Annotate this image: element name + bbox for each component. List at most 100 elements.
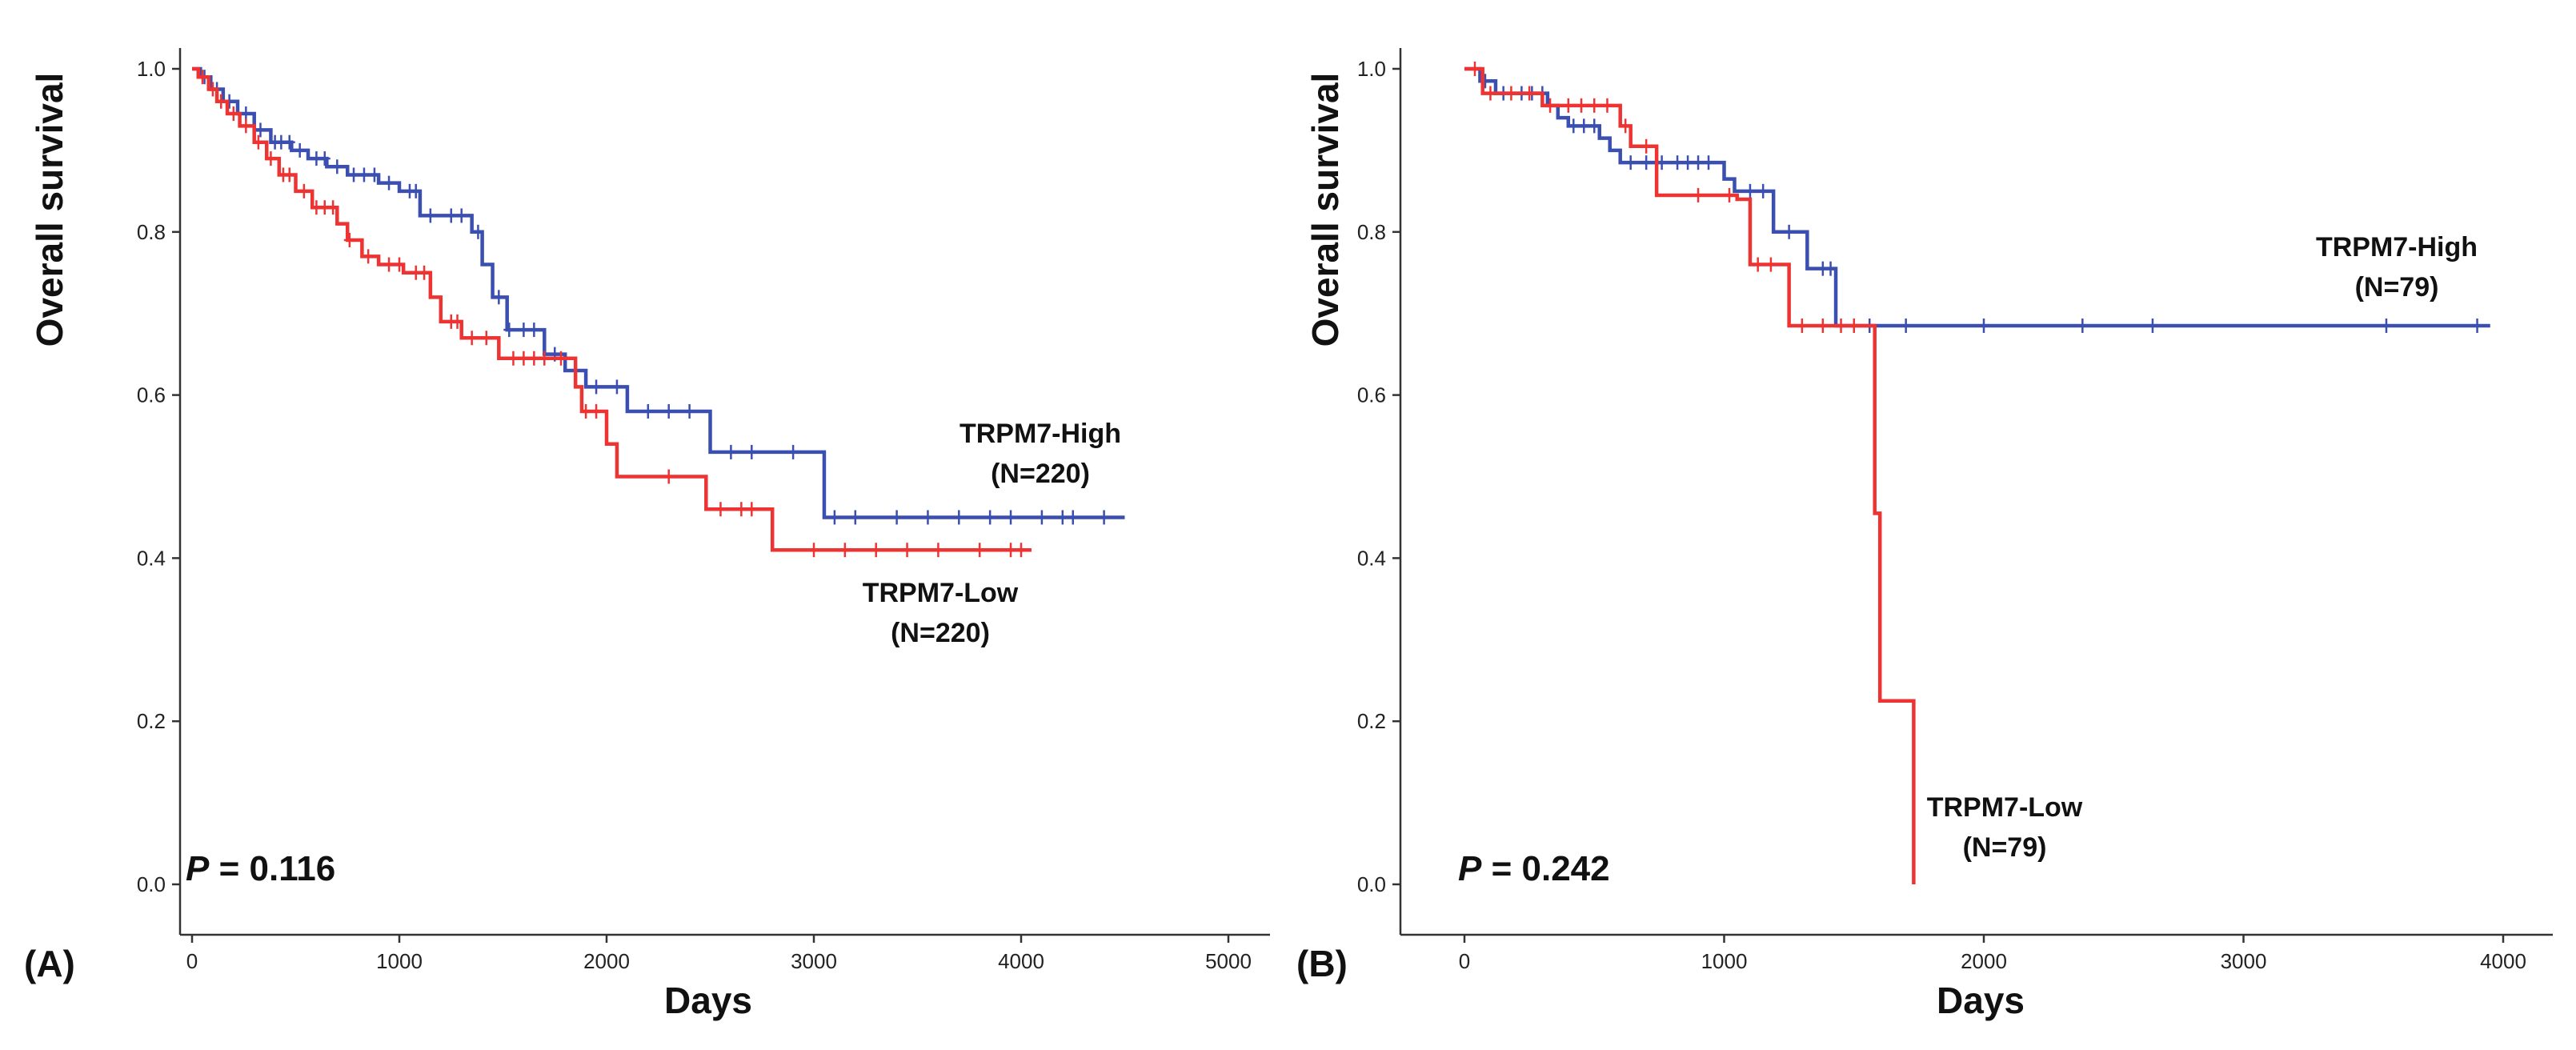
censor-mark-high — [294, 142, 306, 158]
censor-mark-high — [1578, 118, 1590, 134]
censor-mark-high — [493, 290, 505, 305]
censor-mark-high — [891, 510, 903, 525]
survival-curve-low — [1464, 66, 1916, 884]
censor-mark-low — [1835, 318, 1847, 333]
censor-mark-high — [424, 208, 436, 223]
censor-mark-low — [735, 502, 747, 517]
censor-mark-high — [953, 510, 965, 525]
x-tick-label: 1000 — [1701, 949, 1748, 973]
censor-mark-low — [394, 257, 405, 272]
censor-mark-high — [2077, 318, 2089, 333]
censor-mark-high — [254, 122, 266, 138]
series-low — [1464, 62, 1916, 884]
panel-label: (B) — [1296, 943, 1348, 984]
series-low — [192, 66, 1032, 558]
x-axis-title: Days — [664, 980, 752, 1021]
censor-mark-low — [298, 183, 310, 198]
censor-mark-high — [1625, 155, 1637, 170]
censor-mark-high — [725, 444, 737, 459]
censor-mark-high — [1672, 155, 1684, 170]
censor-mark-low — [265, 151, 277, 166]
x-tick-label: 0 — [186, 949, 198, 973]
y-tick-label: 0.2 — [1357, 709, 1386, 733]
x-tick-label: 5000 — [1205, 949, 1252, 973]
censor-mark-high — [410, 183, 422, 198]
panel-a: 0.0 0.2 0.4 0.6 0.8 1.0 0 1000 2000 3000 4000 5000 O… — [24, 48, 1270, 1021]
survival-curve-high — [192, 66, 1125, 519]
censor-mark-high — [518, 323, 530, 338]
y-tick-label: 1.0 — [137, 57, 166, 81]
y-tick-label: 0.6 — [137, 383, 166, 407]
censor-mark-low — [1848, 318, 1860, 333]
censor-mark-high — [1703, 155, 1715, 170]
censor-mark-low — [1505, 86, 1517, 101]
censor-mark-low — [1723, 187, 1735, 202]
series-n-low: (N=79) — [1963, 832, 2047, 863]
censor-mark-high — [642, 403, 654, 419]
censor-mark-low — [1641, 138, 1653, 154]
x-axis-title: Days — [1937, 980, 2025, 1021]
censor-mark-high — [283, 134, 295, 150]
censor-mark-low — [808, 543, 819, 558]
censor-mark-low — [1752, 257, 1764, 272]
x-tick-label: 3000 — [2221, 949, 2267, 973]
censor-mark-low — [528, 351, 540, 366]
y-tick-label: 1.0 — [1357, 57, 1386, 81]
censor-mark-high — [1005, 510, 1017, 525]
censor-mark-high — [1825, 261, 1837, 276]
censor-mark-low — [480, 331, 492, 346]
y-tick-label: 0.4 — [137, 546, 166, 570]
panel-b: 0.0 0.2 0.4 0.6 0.8 1.0 0 1000 2000 3000 4000 Overa… — [1296, 48, 2553, 1021]
censor-mark-low — [555, 351, 567, 366]
censor-mark-high — [318, 151, 331, 166]
censor-mark-low — [580, 403, 592, 419]
y-axis-title: Overall survival — [1304, 73, 1346, 347]
y-axis-title: Overall survival — [29, 73, 70, 347]
censor-mark-low — [539, 351, 551, 366]
censor-mark-low — [1562, 98, 1574, 113]
censor-mark-high — [1693, 155, 1705, 170]
censor-mark-low — [327, 200, 339, 215]
censor-mark-low — [663, 469, 675, 484]
censor-mark-high — [1641, 155, 1653, 170]
p-value-text: = 0.116 — [209, 849, 335, 888]
p-value-label: P = 0.116 — [186, 849, 335, 888]
censor-mark-low — [839, 543, 851, 558]
series-n-low: (N=220) — [891, 618, 990, 648]
censor-mark-high — [240, 106, 252, 122]
x-tick-label: 0 — [1459, 949, 1470, 973]
censor-mark-low — [1468, 62, 1480, 76]
censor-mark-high — [1783, 224, 1795, 239]
censor-mark-high — [1744, 183, 1756, 198]
censor-mark-high — [1067, 510, 1079, 525]
censor-mark-high — [2471, 318, 2483, 333]
y-tick-label: 0.4 — [1357, 546, 1386, 570]
p-symbol: P — [1458, 849, 1482, 888]
censor-mark-low — [1796, 318, 1808, 333]
panel-label: (A) — [24, 943, 75, 984]
censor-mark-low — [419, 265, 431, 280]
censor-mark-low — [283, 167, 295, 182]
x-tick-label: 4000 — [2480, 949, 2526, 973]
censor-mark-low — [1576, 98, 1588, 113]
censor-mark-low — [1817, 318, 1829, 333]
censor-mark-high — [1757, 183, 1769, 198]
censor-mark-low — [466, 331, 478, 346]
censor-mark-low — [746, 502, 758, 517]
series-name-low: TRPM7-Low — [1927, 792, 2083, 823]
p-value-text: = 0.242 — [1481, 849, 1609, 888]
p-value-label: P = 0.242 — [1458, 849, 1610, 888]
censor-mark-low — [1524, 86, 1536, 101]
censor-mark-high — [331, 159, 343, 174]
censor-mark-low — [507, 351, 519, 366]
x-tick-label: 3000 — [791, 949, 837, 973]
censor-mark-low — [1693, 187, 1705, 202]
x-tick-label: 2000 — [1961, 949, 2007, 973]
censor-mark-high — [455, 208, 467, 223]
censor-mark-high — [591, 379, 603, 395]
series-n-high: (N=220) — [991, 459, 1090, 489]
y-tick-label: 0.6 — [1357, 383, 1386, 407]
censor-mark-high — [683, 403, 695, 419]
y-tick-label: 0.0 — [137, 872, 166, 896]
censor-mark-high — [1900, 318, 1912, 333]
